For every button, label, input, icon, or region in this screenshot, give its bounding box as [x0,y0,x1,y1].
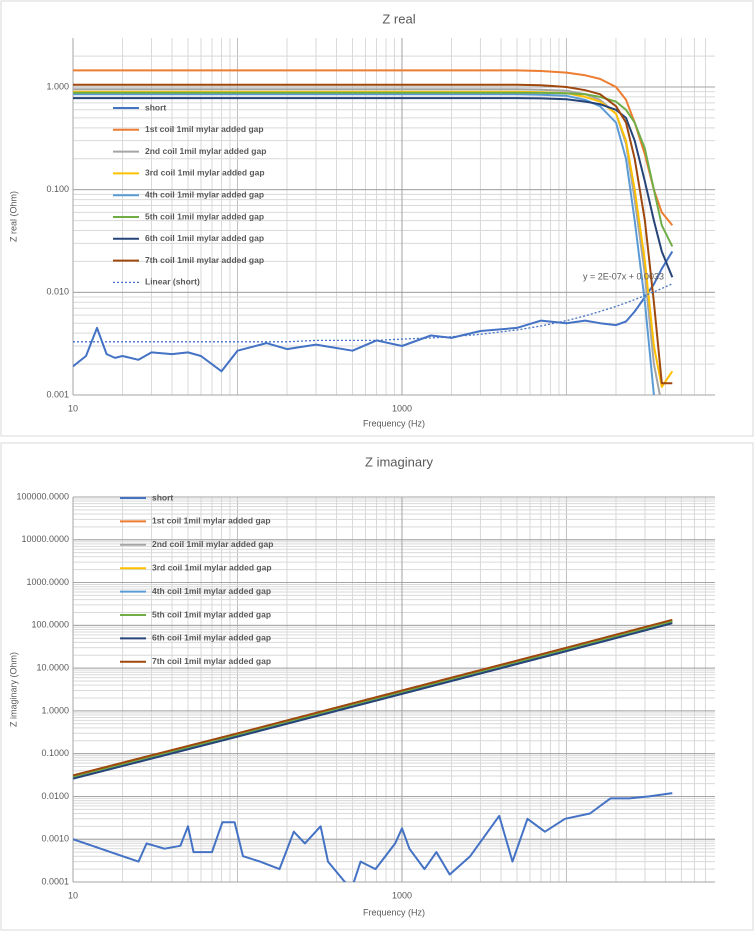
series-line [73,622,673,780]
x-tick-label: 10 [68,403,78,413]
series-line [73,93,656,395]
chart-title: Z real [382,11,415,26]
y-tick-label: 1000.0000 [26,577,69,587]
x-axis-title: Frequency (Hz) [363,907,425,917]
y-tick-label: 10.0000 [36,662,69,672]
y-tick-label: 100000.0000 [16,491,69,501]
trend-line [73,283,673,343]
y-tick-label: 0.100 [46,184,69,194]
series-line [73,618,673,777]
plot-area [73,69,674,395]
legend-label: 6th coil 1mil mylar added gap [145,233,264,243]
series-line [73,69,674,226]
x-tick-label: 1000 [392,403,412,413]
plot-area [73,618,673,882]
series-line [73,91,674,247]
series-line [73,250,674,373]
y-tick-label: 1.000 [46,81,69,91]
legend-label: 1st coil 1mil mylar added gap [145,124,264,134]
chart-box [0,442,754,931]
legend-label: 1st coil 1mil mylar added gap [152,516,271,526]
y-tick-label: 0.0100 [41,791,69,801]
legend-label: 2nd coil 1mil mylar added gap [145,146,266,156]
y-tick-label: 10000.0000 [21,534,69,544]
legend-label: short [152,492,173,502]
y-tick-label: 0.0010 [41,834,69,844]
legend-label: 7th coil 1mil mylar added gap [145,255,264,265]
y-tick-label: 0.1000 [41,748,69,758]
y-axis-title: Z real (Ohm) [8,191,18,242]
x-tick-label: 1000 [392,890,412,900]
trend-equation: y = 2E-07x + 0.0033 [583,271,664,281]
y-tick-label: 0.010 [46,287,69,297]
legend-label: 3rd coil 1mil mylar added gap [152,562,272,572]
legend-label: 6th coil 1mil mylar added gap [152,633,271,643]
legend-label: 4th coil 1mil mylar added gap [152,586,271,596]
series-line [73,620,673,778]
legend-label: short [145,102,166,112]
y-tick-label: 0.001 [46,389,69,399]
legend-label: 4th coil 1mil mylar added gap [145,189,264,199]
y-tick-label: 100.0000 [31,620,69,630]
legend-label: 5th coil 1mil mylar added gap [152,609,271,619]
legend-label: 5th coil 1mil mylar added gap [145,211,264,221]
legend-label: 2nd coil 1mil mylar added gap [152,539,273,549]
series-line [73,83,673,385]
y-axis-title: Z imaginary (Ohm) [8,652,18,727]
legend-label: Linear (short) [145,277,200,287]
legend-label: 3rd coil 1mil mylar added gap [145,168,265,178]
legend-label: 7th coil 1mil mylar added gap [152,656,271,666]
x-axis-title: Frequency (Hz) [363,418,425,428]
x-tick-label: 10 [68,890,78,900]
series-line [73,792,673,882]
chart-title: Z imaginary [365,454,433,469]
chart-box [0,0,754,437]
y-tick-label: 0.0001 [41,876,69,886]
y-tick-label: 1.0000 [41,705,69,715]
